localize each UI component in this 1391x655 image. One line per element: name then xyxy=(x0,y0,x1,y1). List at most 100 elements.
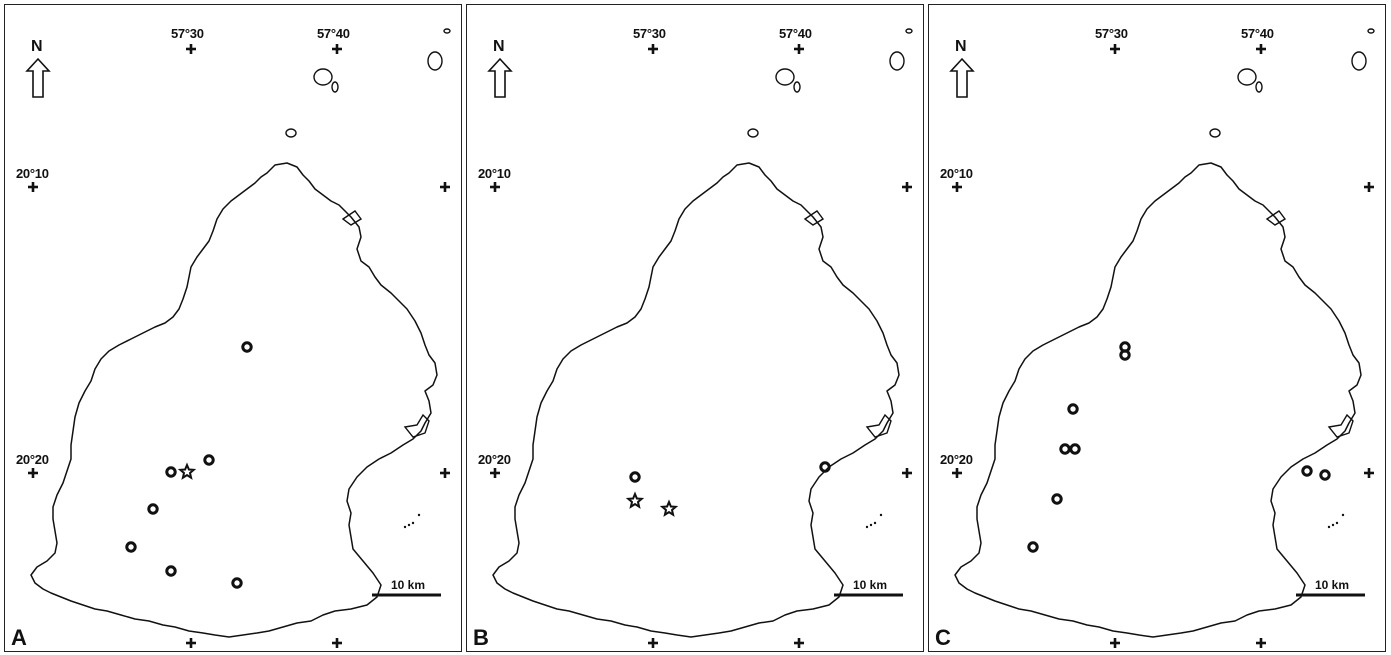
record-circle-marker xyxy=(147,503,159,515)
map-svg-a xyxy=(25,28,451,648)
graticule-cross xyxy=(440,182,450,192)
graticule-cross xyxy=(902,468,912,478)
record-star-marker xyxy=(625,491,645,509)
record-circle-marker xyxy=(1069,443,1081,455)
islet-dot xyxy=(403,525,407,529)
islet-dot xyxy=(411,521,415,525)
graticule-cross xyxy=(648,44,658,54)
offshore-islet xyxy=(285,128,297,138)
offshore-islet xyxy=(889,51,905,71)
longitude-label-5730: 57°30 xyxy=(633,26,666,41)
graticule-cross xyxy=(794,44,804,54)
graticule-cross xyxy=(440,468,450,478)
islet-dot xyxy=(1327,525,1331,529)
latitude-label-2010: 20°10 xyxy=(478,166,511,181)
record-circle-marker xyxy=(1067,403,1079,415)
offshore-islet xyxy=(1255,81,1263,93)
islet-dot xyxy=(869,523,873,527)
mauritius-coastline xyxy=(954,162,1362,638)
record-circle-marker xyxy=(1301,465,1313,477)
record-circle-marker xyxy=(203,454,215,466)
graticule-cross xyxy=(186,44,196,54)
offshore-islet xyxy=(793,81,801,93)
longitude-label-5740: 57°40 xyxy=(1241,26,1274,41)
north-coast-islet xyxy=(341,210,363,226)
graticule-cross xyxy=(902,182,912,192)
islet-dot xyxy=(417,513,421,517)
latitude-label-2020: 20°20 xyxy=(940,452,973,467)
record-circle-marker xyxy=(1051,493,1063,505)
islet-dot xyxy=(865,525,869,529)
record-star-marker xyxy=(659,499,679,517)
offshore-islet xyxy=(331,81,339,93)
north-coast-islet xyxy=(1265,210,1287,226)
panel-label-a: A xyxy=(11,625,27,650)
graticule-cross xyxy=(1110,638,1120,648)
offshore-islet xyxy=(427,51,443,71)
latitude-label-2010: 20°10 xyxy=(940,166,973,181)
islet-dot xyxy=(1331,523,1335,527)
map-svg-b xyxy=(487,28,913,648)
graticule-cross xyxy=(332,44,342,54)
offshore-islet xyxy=(313,68,333,86)
record-circle-marker xyxy=(1059,443,1071,455)
panel-label-c: C xyxy=(935,625,951,650)
north-coast-islet xyxy=(803,210,825,226)
graticule-cross xyxy=(1364,468,1374,478)
record-star-marker xyxy=(177,462,197,480)
graticule-cross xyxy=(1256,44,1266,54)
offshore-islet xyxy=(1237,68,1257,86)
longitude-label-5740: 57°40 xyxy=(317,26,350,41)
north-arrow-icon xyxy=(949,57,975,98)
graticule-cross xyxy=(952,182,962,192)
north-label: N xyxy=(955,38,967,55)
offshore-islet xyxy=(1351,51,1367,71)
record-circle-marker xyxy=(819,461,831,473)
islet-dot xyxy=(1341,513,1345,517)
offshore-islet xyxy=(443,28,451,34)
graticule-cross xyxy=(648,638,658,648)
islet-dot xyxy=(873,521,877,525)
east-coast-islet xyxy=(1327,413,1354,438)
mauritius-coastline xyxy=(492,162,900,638)
north-arrow-icon xyxy=(487,57,513,98)
map-svg-c xyxy=(949,28,1375,648)
graticule-cross xyxy=(794,638,804,648)
latitude-label-2010: 20°10 xyxy=(16,166,49,181)
graticule-cross xyxy=(952,468,962,478)
map-panel-c: N 57°30 57°40 20°10 20°20 10 km C xyxy=(928,4,1386,652)
graticule-cross xyxy=(28,468,38,478)
graticule-cross xyxy=(332,638,342,648)
offshore-islet xyxy=(747,128,759,138)
islet-dot xyxy=(879,513,883,517)
east-coast-islet xyxy=(403,413,430,438)
islet-dot xyxy=(407,523,411,527)
graticule-cross xyxy=(1110,44,1120,54)
scale-bar-label: 10 km xyxy=(1315,578,1350,592)
scale-bar-label: 10 km xyxy=(391,578,426,592)
longitude-label-5730: 57°30 xyxy=(171,26,204,41)
graticule-cross xyxy=(28,182,38,192)
record-circle-marker xyxy=(165,466,177,478)
graticule-cross xyxy=(186,638,196,648)
record-circle-marker xyxy=(1119,349,1131,361)
offshore-islet xyxy=(1209,128,1221,138)
latitude-label-2020: 20°20 xyxy=(16,452,49,467)
north-label: N xyxy=(493,38,505,55)
graticule-cross xyxy=(1256,638,1266,648)
offshore-islet xyxy=(905,28,913,34)
record-circle-marker xyxy=(125,541,137,553)
record-circle-marker xyxy=(241,341,253,353)
longitude-label-5730: 57°30 xyxy=(1095,26,1128,41)
offshore-islet xyxy=(1367,28,1375,34)
mauritius-coastline xyxy=(30,162,438,638)
map-panel-a: N 57°30 57°40 20°10 20°20 10 km A xyxy=(4,4,462,652)
graticule-cross xyxy=(490,182,500,192)
graticule-cross xyxy=(490,468,500,478)
record-circle-marker xyxy=(1027,541,1039,553)
islet-dot xyxy=(1335,521,1339,525)
offshore-islet xyxy=(775,68,795,86)
record-circle-marker xyxy=(165,565,177,577)
longitude-label-5740: 57°40 xyxy=(779,26,812,41)
